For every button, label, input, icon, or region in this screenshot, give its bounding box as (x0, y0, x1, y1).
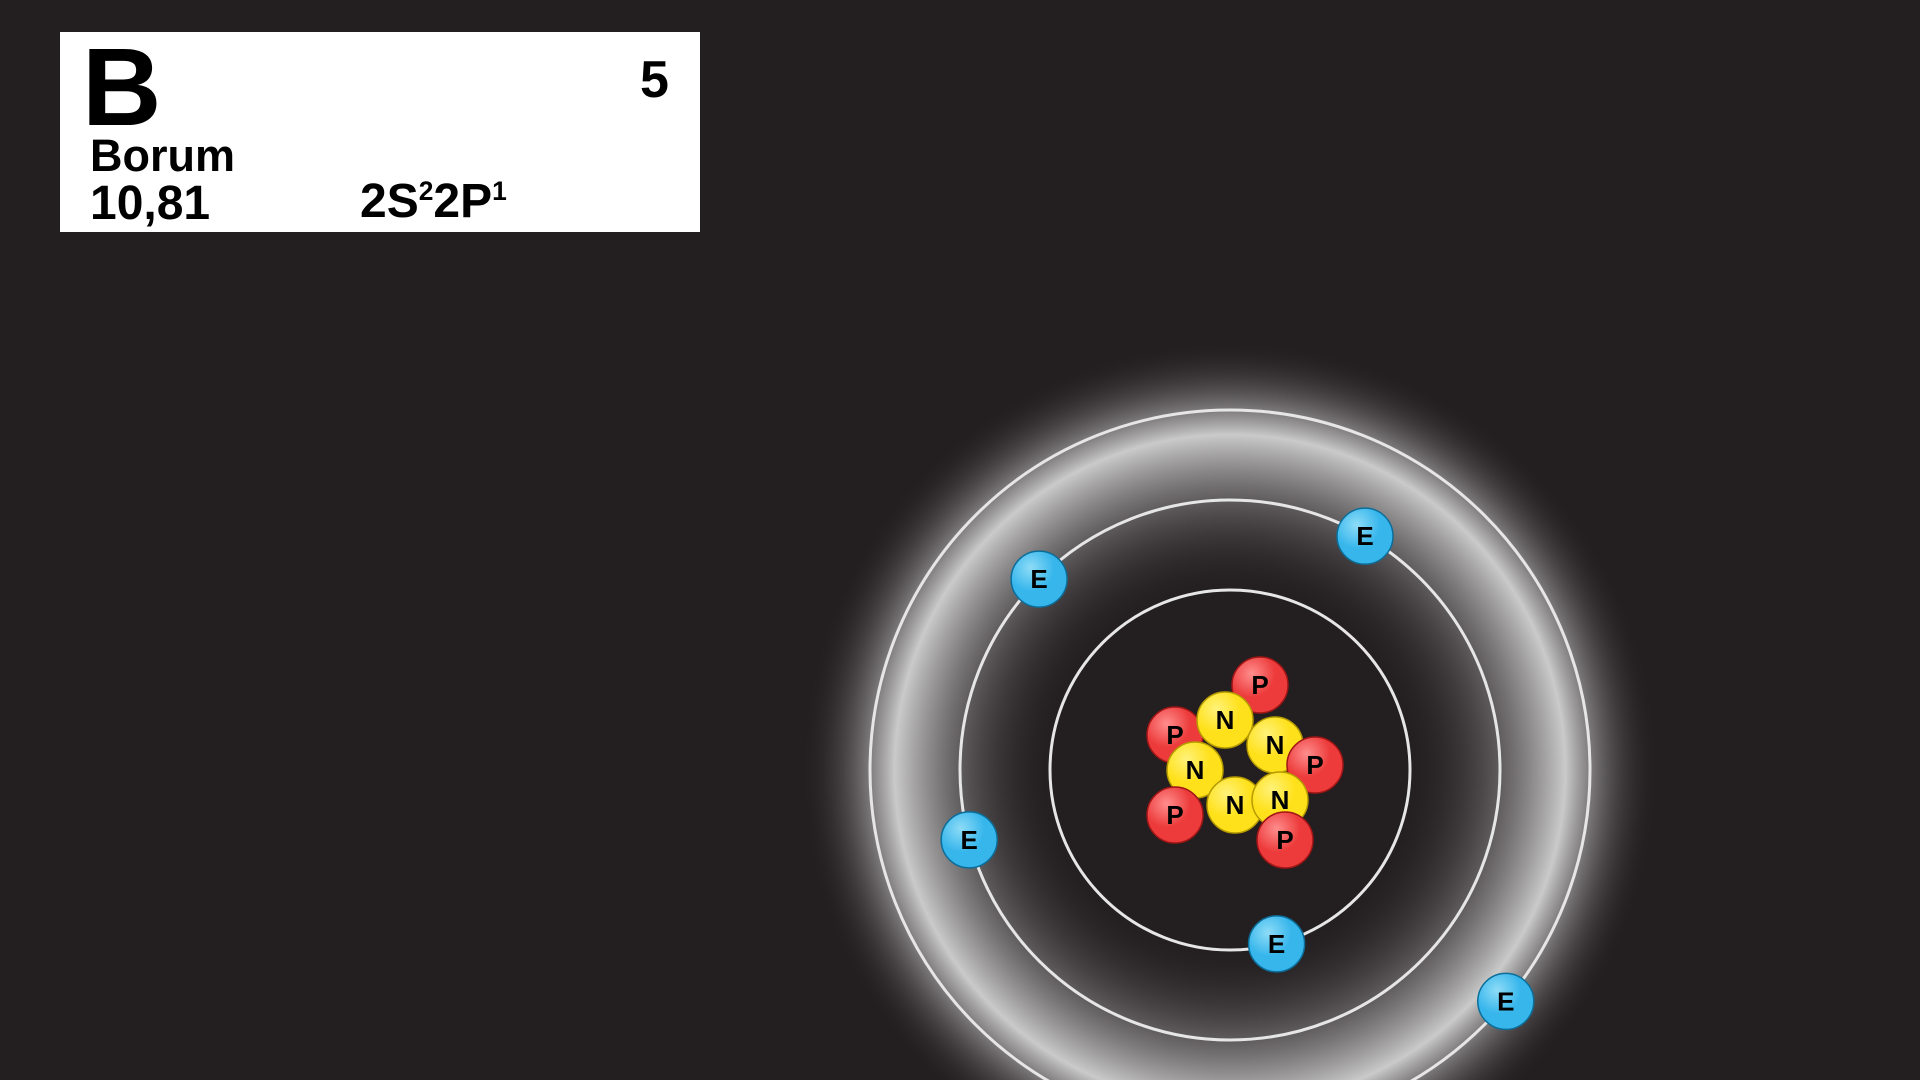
atom-diagram: PPNNPNPNNPEEEEE (750, 290, 1710, 1080)
svg-text:N: N (1266, 730, 1285, 760)
atomic-number: 5 (640, 50, 669, 110)
electron-particle: E (1337, 508, 1393, 564)
svg-text:E: E (1268, 929, 1285, 959)
element-name: Borum (90, 130, 235, 182)
svg-text:E: E (961, 825, 978, 855)
svg-text:E: E (1030, 564, 1047, 594)
svg-text:N: N (1271, 785, 1290, 815)
electron-particle: E (1249, 916, 1305, 972)
proton-particle: P (1147, 787, 1203, 843)
svg-text:P: P (1166, 800, 1183, 830)
svg-text:P: P (1276, 825, 1293, 855)
electron-particle: E (941, 812, 997, 868)
proton-particle: P (1257, 812, 1313, 868)
svg-text:P: P (1251, 670, 1268, 700)
svg-text:N: N (1186, 755, 1205, 785)
neutron-particle: N (1197, 692, 1253, 748)
electron-particle: E (1011, 551, 1067, 607)
electron-config: 2S22P1 (360, 174, 507, 229)
svg-text:N: N (1216, 705, 1235, 735)
svg-text:N: N (1226, 790, 1245, 820)
svg-text:E: E (1497, 986, 1514, 1016)
element-card: B 5 Borum 10,81 2S22P1 (60, 32, 700, 232)
electron-particle: E (1478, 973, 1534, 1029)
svg-text:E: E (1356, 521, 1373, 551)
atomic-mass: 10,81 (90, 176, 210, 231)
diagram-stage: B 5 Borum 10,81 2S22P1 PPNNPNPNNPEEEEE (0, 0, 1920, 1080)
svg-text:P: P (1306, 750, 1323, 780)
